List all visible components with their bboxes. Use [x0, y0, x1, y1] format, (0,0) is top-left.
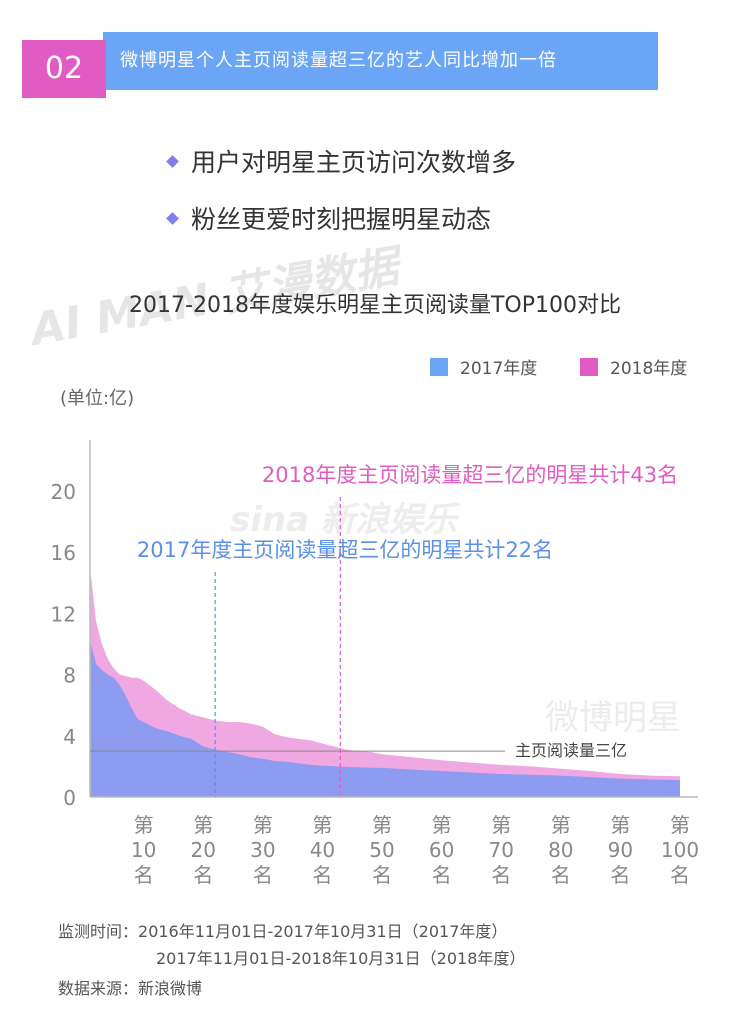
legend-swatch	[430, 358, 448, 376]
x-tick-label: 第	[253, 813, 273, 837]
monitor-time: 监测时间：2016年11月01日-2017年10月31日（2017年度）	[58, 922, 508, 941]
bullet-text: 用户对明星主页访问次数增多	[191, 148, 517, 177]
x-tick-label: 名	[491, 863, 511, 887]
area-series-2018	[90, 567, 680, 797]
x-tick-label: 名	[372, 863, 392, 887]
x-tick-label: 第	[193, 813, 213, 837]
annotation-label: 2017年度主页阅读量超三亿的明星共计22名	[137, 538, 553, 562]
x-tick-label: 第	[312, 813, 332, 837]
y-tick-label: 8	[63, 664, 76, 688]
x-tick-label: 名	[134, 863, 154, 887]
threshold-label: 主页阅读量三亿	[515, 741, 627, 760]
weibo-star-watermark: 微博明星	[545, 698, 681, 738]
x-tick-label: 40	[310, 838, 335, 862]
x-tick-label: 70	[488, 838, 513, 862]
bullet-item: 用户对明星主页访问次数增多	[166, 143, 517, 179]
x-tick-label: 第	[491, 813, 511, 837]
x-tick-label: 名	[312, 863, 332, 887]
y-tick-label: 12	[51, 602, 76, 626]
x-tick-label: 第	[610, 813, 630, 837]
area-chart: 048121620第10名第20名第30名第40名第50名第60名第70名第80…	[51, 440, 699, 887]
monitor-time-2018: 2017年11月01日-2018年10月31日（2018年度）	[156, 949, 526, 968]
x-tick-label: 第	[134, 813, 154, 837]
x-tick-label: 100	[661, 838, 699, 862]
unit-label: (单位:亿)	[60, 388, 135, 409]
annotation-label: 2018年度主页阅读量超三亿的明星共计43名	[262, 463, 678, 487]
section-number: 02	[22, 40, 106, 98]
legend-item-2017: 2017年度	[430, 354, 537, 379]
x-tick-label: 名	[193, 863, 213, 887]
x-tick-label: 60	[429, 838, 454, 862]
x-tick-label: 第	[372, 813, 392, 837]
x-tick-label: 第	[432, 813, 452, 837]
x-tick-label: 名	[253, 863, 273, 887]
x-tick-label: 30	[250, 838, 275, 862]
header-bar	[103, 32, 658, 90]
x-tick-label: 名	[610, 863, 630, 887]
x-tick-label: 90	[608, 838, 633, 862]
legend-label: 2018年度	[610, 359, 688, 379]
x-tick-label: 名	[670, 863, 690, 887]
x-tick-label: 20	[191, 838, 216, 862]
legend-item-2018: 2018年度	[580, 354, 687, 379]
x-tick-label: 10	[131, 838, 156, 862]
x-tick-label: 第	[551, 813, 571, 837]
x-tick-label: 名	[432, 863, 452, 887]
data-source: 数据来源：新浪微博	[58, 979, 203, 998]
y-tick-label: 4	[63, 725, 76, 749]
legend-swatch	[580, 358, 598, 376]
legend-label: 2017年度	[460, 359, 538, 379]
x-tick-label: 名	[551, 863, 571, 887]
y-tick-label: 0	[63, 786, 76, 810]
bullet-text: 粉丝更爱时刻把握明星动态	[191, 205, 492, 234]
y-tick-label: 20	[51, 480, 76, 504]
x-tick-label: 第	[670, 813, 690, 837]
sina-watermark: sina 新浪娱乐	[230, 500, 457, 540]
y-tick-label: 16	[51, 541, 76, 565]
bullet-item: 粉丝更爱时刻把握明星动态	[166, 200, 492, 236]
section-title: 微博明星个人主页阅读量超三亿的艺人同比增加一倍	[120, 50, 557, 71]
chart-title: 2017-2018年度娱乐明星主页阅读量TOP100对比	[129, 293, 621, 318]
x-tick-label: 80	[548, 838, 573, 862]
x-tick-label: 50	[369, 838, 394, 862]
area-series-2017	[90, 640, 680, 797]
